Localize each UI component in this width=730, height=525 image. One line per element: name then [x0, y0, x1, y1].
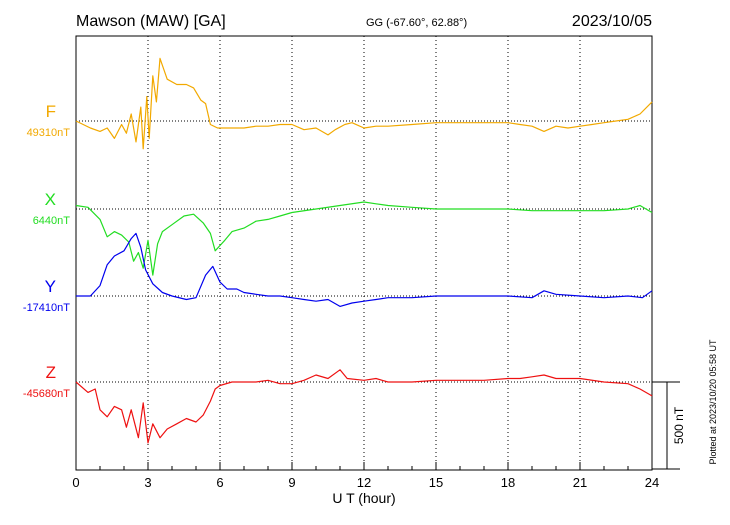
x-tick-label: 9	[288, 475, 295, 490]
x-tick-label: 3	[144, 475, 151, 490]
station-title: Mawson (MAW) [GA]	[76, 13, 226, 30]
x-axis-label: U T (hour)	[332, 490, 395, 506]
x-tick-label: 18	[501, 475, 515, 490]
series-baseline-label-z: -45680nT	[23, 388, 70, 400]
series-baseline-label-y: -17410nT	[23, 302, 70, 314]
plotted-at-note: Plotted at 2023/10/20 05:58 UT	[708, 339, 718, 465]
series-line-y	[76, 232, 653, 307]
series-name-x: X	[45, 190, 56, 209]
series-name-z: Z	[46, 363, 56, 382]
series-baseline-label-f: 49310nT	[27, 127, 71, 139]
x-tick-label: 12	[357, 475, 371, 490]
x-tick-label: 6	[216, 475, 223, 490]
x-tick-label: 15	[429, 475, 443, 490]
series-line-z	[75, 369, 653, 444]
station-coords: GG (-67.60°, 62.88°)	[366, 17, 467, 29]
series-line-f	[75, 57, 653, 150]
x-tick-label: 24	[645, 475, 659, 490]
series-name-f: F	[46, 102, 56, 121]
series-line-x	[75, 201, 653, 276]
series-baseline-label-x: 6440nT	[33, 215, 71, 227]
scale-bar-label: 500 nT	[672, 406, 686, 444]
plot-date: 2023/10/05	[572, 13, 652, 30]
x-tick-label: 21	[573, 475, 587, 490]
series-name-y: Y	[45, 277, 56, 296]
x-tick-label: 0	[72, 475, 79, 490]
